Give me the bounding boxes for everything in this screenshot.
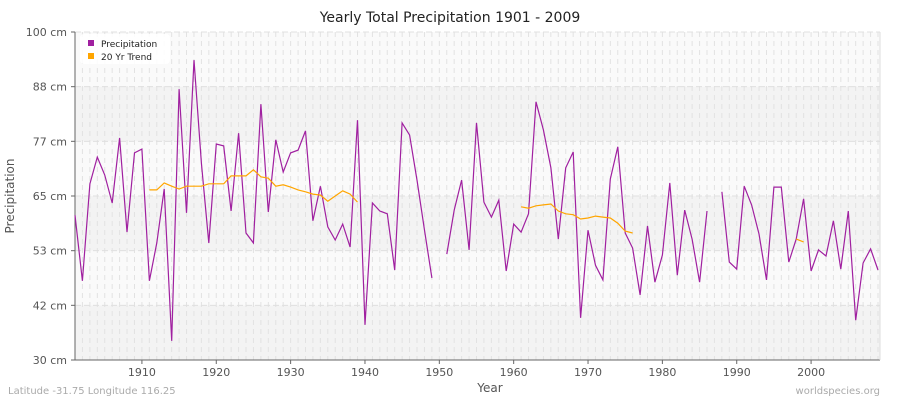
y-tick-label: 88 cm	[33, 81, 67, 94]
legend-label-precipitation: Precipitation	[101, 40, 157, 50]
x-axis-label: Year	[476, 381, 502, 395]
legend: Precipitation 20 Yr Trend	[80, 34, 170, 64]
legend-label-trend: 20 Yr Trend	[101, 53, 152, 63]
x-tick-label: 1950	[425, 366, 453, 379]
x-tick-label: 1980	[648, 366, 676, 379]
footer-location: Latitude -31.75 Longitude 116.25	[8, 386, 176, 397]
x-tick-label: 1920	[202, 366, 230, 379]
series-line-segment	[721, 185, 879, 321]
legend-swatch-precipitation	[88, 40, 94, 46]
x-tick-label: 1960	[500, 366, 528, 379]
y-tick-label: 65 cm	[33, 190, 67, 203]
x-tick-label: 1930	[277, 366, 305, 379]
chart-title: Yearly Total Precipitation 1901 - 2009	[319, 10, 581, 26]
y-tick-label: 100 cm	[26, 26, 67, 39]
y-tick-label: 42 cm	[33, 299, 67, 312]
y-tick-label: 53 cm	[33, 245, 67, 258]
series-20-yr-trend	[149, 169, 804, 243]
series-line-segment	[74, 60, 433, 341]
x-tick-label: 1910	[128, 366, 156, 379]
y-axis-label: Precipitation	[3, 158, 17, 233]
legend-swatch-trend	[88, 53, 94, 59]
series-line-segment	[520, 203, 633, 234]
series-precipitation	[74, 60, 879, 341]
x-tick-label: 1990	[723, 366, 751, 379]
x-tick-label: 2000	[797, 366, 825, 379]
footer-source: worldspecies.org	[796, 386, 880, 397]
series-line-segment	[795, 238, 804, 243]
x-tick-label: 1940	[351, 366, 379, 379]
series-line-segment	[446, 101, 708, 318]
y-tick-label: 77 cm	[33, 135, 67, 148]
y-tick-label: 30 cm	[33, 354, 67, 367]
x-tick-label: 1970	[574, 366, 602, 379]
series-line-segment	[149, 169, 358, 203]
